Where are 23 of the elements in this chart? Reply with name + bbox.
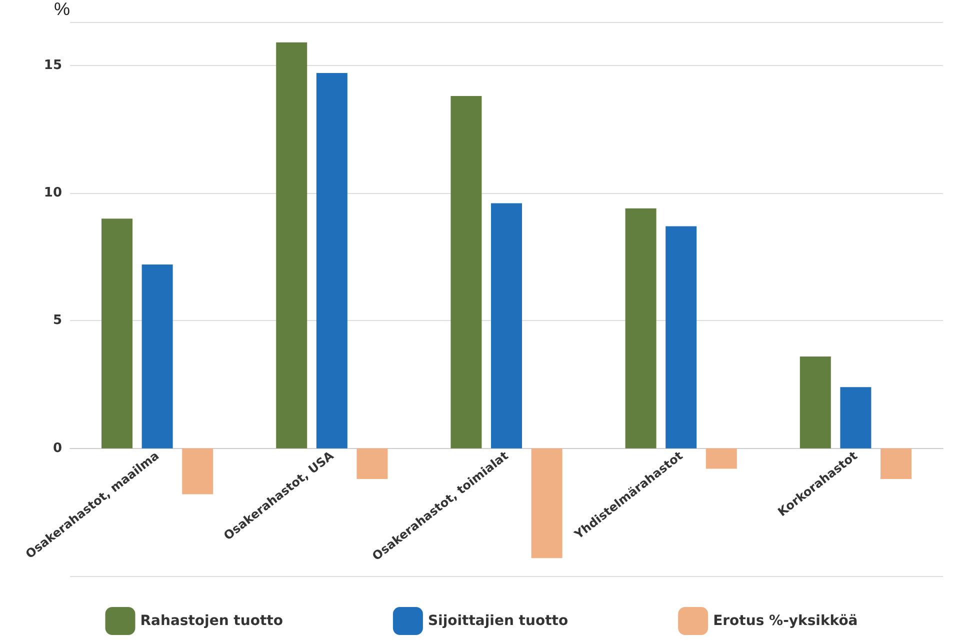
- bar: [276, 42, 308, 448]
- legend-label: Rahastojen tuotto: [140, 613, 284, 629]
- bar: [706, 448, 737, 469]
- y-tick-label: 0: [52, 440, 62, 456]
- legend-label: Sijoittajien tuotto: [428, 613, 568, 629]
- y-tick-label: 5: [52, 313, 62, 328]
- bar: [491, 203, 522, 448]
- bar: [356, 448, 388, 479]
- y-tick-label: 15: [44, 58, 62, 73]
- bar: [625, 208, 656, 448]
- bar: [880, 448, 912, 479]
- bar: [142, 264, 173, 448]
- legend-label: Erotus %-yksikköä: [713, 613, 858, 629]
- bar: [316, 73, 348, 448]
- bar: [102, 218, 132, 448]
- y-axis-title: %: [54, 0, 70, 19]
- bar: [800, 356, 831, 448]
- bar: [182, 448, 214, 494]
- bar: [840, 387, 872, 448]
- bar: [450, 96, 482, 448]
- bar: [531, 448, 562, 558]
- bar: [666, 226, 697, 448]
- y-tick-label: 10: [44, 186, 62, 201]
